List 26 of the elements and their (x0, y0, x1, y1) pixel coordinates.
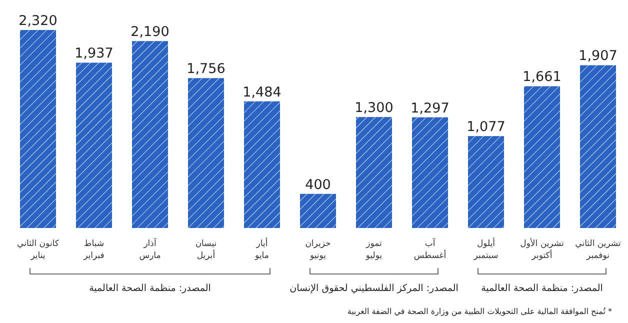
text: المصدر: منظمة الصحة العالمية (481, 283, 603, 294)
data-label: 400 (305, 176, 331, 193)
data-label: 2,190 (130, 24, 170, 40)
data-label: 2,320 (18, 13, 58, 29)
x-tick-label: آذار مارس (139, 238, 161, 261)
data-label: 1,661 (522, 69, 562, 86)
data-label: 1,756 (186, 61, 226, 78)
x-tick-label: كانون الثاني يناير (17, 239, 60, 261)
data-label: 1,297 (410, 100, 450, 116)
x-tick-label: أيلول سبتمبر (472, 237, 498, 261)
x-tick-label: حزيران يونيو (305, 239, 331, 261)
text: المصدر: منظمة الصحة العالمية (89, 283, 211, 294)
data-label: 1,907 (578, 48, 618, 64)
x-tick-label: أيار مايو (254, 237, 269, 261)
x-tick-label: نيسان أبريل (195, 239, 217, 261)
data-label: 1,937 (74, 46, 114, 62)
data-label: 1,484 (242, 84, 282, 100)
x-tick-label: تشرين الثاني نوفمبر (575, 239, 622, 261)
x-tick-label: تموز يوليو (364, 239, 383, 261)
data-label: 1,077 (466, 119, 506, 136)
x-tick-label: شباط فبراير (82, 239, 104, 261)
text: * تُمنح الموافقة المالية على التحويلات الطبية من وزارة الصحة في الضفة الغربية (347, 307, 612, 316)
data-label: 1,300 (354, 100, 394, 116)
text: المصدر: المركز الفلسطيني لحقوق الإنسان (290, 283, 458, 294)
x-tick-label: تشرين الأول أكتوبر (520, 237, 564, 261)
x-tick-label: آب أغسطس (414, 238, 446, 261)
